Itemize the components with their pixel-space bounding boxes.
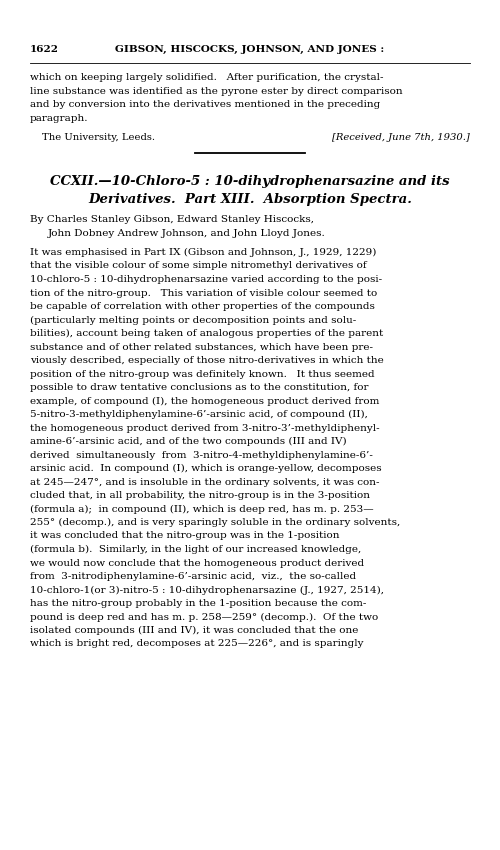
Text: tion of the nitro-group.   This variation of visible colour seemed to: tion of the nitro-group. This variation … [30, 288, 378, 298]
Text: has the nitro-group probably in the 1-position because the com-: has the nitro-group probably in the 1-po… [30, 599, 366, 608]
Text: The University, Leeds.: The University, Leeds. [42, 133, 155, 142]
Text: example, of compound (I), the homogeneous product derived from: example, of compound (I), the homogeneou… [30, 396, 380, 405]
Text: [Received, June 7th, 1930.]: [Received, June 7th, 1930.] [332, 133, 470, 142]
Text: derived  simultaneously  from  3-nitro-4-methyldiphenylamine-6’-: derived simultaneously from 3-nitro-4-me… [30, 450, 373, 460]
Text: 10-chloro-5 : 10-dihydrophenarsazine varied according to the posi-: 10-chloro-5 : 10-dihydrophenarsazine var… [30, 275, 382, 284]
Text: line substance was identified as the pyrone ester by direct comparison: line substance was identified as the pyr… [30, 87, 403, 95]
Text: amine-6’-arsinic acid, and of the two compounds (III and IV): amine-6’-arsinic acid, and of the two co… [30, 437, 346, 446]
Text: be capable of correlation with other properties of the compounds: be capable of correlation with other pro… [30, 302, 375, 311]
Text: from  3-nitrodiphenylamine-6’-arsinic acid,  viz.,  the so-called: from 3-nitrodiphenylamine-6’-arsinic aci… [30, 572, 356, 581]
Text: GIBSON, HISCOCKS, JOHNSON, AND JONES :: GIBSON, HISCOCKS, JOHNSON, AND JONES : [116, 45, 384, 54]
Text: we would now conclude that the homogeneous product derived: we would now conclude that the homogeneo… [30, 558, 364, 568]
Text: paragraph.: paragraph. [30, 114, 88, 122]
Text: isolated compounds (III and IV), it was concluded that the one: isolated compounds (III and IV), it was … [30, 626, 358, 635]
Text: it was concluded that the nitro-group was in the 1-position: it was concluded that the nitro-group wa… [30, 531, 340, 541]
Text: at 245—247°, and is insoluble in the ordinary solvents, it was con-: at 245—247°, and is insoluble in the ord… [30, 478, 380, 486]
Text: that the visible colour of some simple nitromethyl derivatives of: that the visible colour of some simple n… [30, 262, 366, 270]
Text: viously described, especially of those nitro-derivatives in which the: viously described, especially of those n… [30, 356, 384, 365]
Text: (particularly melting points or decomposition points and solu-: (particularly melting points or decompos… [30, 315, 356, 325]
Text: (formula a);  in compound (II), which is deep red, has m. p. 253—: (formula a); in compound (II), which is … [30, 505, 374, 513]
Text: possible to draw tentative conclusions as to the constitution, for: possible to draw tentative conclusions a… [30, 383, 368, 392]
Text: 255° (decomp.), and is very sparingly soluble in the ordinary solvents,: 255° (decomp.), and is very sparingly so… [30, 518, 400, 527]
Text: John Dobney Andrew Johnson, and John Lloyd Jones.: John Dobney Andrew Johnson, and John Llo… [48, 229, 326, 237]
Text: which is bright red, decomposes at 225—226°, and is sparingly: which is bright red, decomposes at 225—2… [30, 639, 364, 649]
Text: CCXII.—10-Chloro-5 : 10-dihydrophenarsazine and its: CCXII.—10-Chloro-5 : 10-dihydrophenarsaz… [50, 175, 450, 188]
Text: bilities), account being taken of analogous properties of the parent: bilities), account being taken of analog… [30, 329, 384, 338]
Text: 5-nitro-3-methyldiphenylamine-6’-arsinic acid, of compound (II),: 5-nitro-3-methyldiphenylamine-6’-arsinic… [30, 410, 368, 419]
Text: which on keeping largely solidified.   After purification, the crystal-: which on keeping largely solidified. Aft… [30, 73, 384, 82]
Text: the homogeneous product derived from 3-nitro-3’-methyldiphenyl-: the homogeneous product derived from 3-n… [30, 423, 380, 433]
Text: pound is deep red and has m. p. 258—259° (decomp.).  Of the two: pound is deep red and has m. p. 258—259°… [30, 613, 379, 621]
Text: cluded that, in all probability, the nitro-group is in the 3-position: cluded that, in all probability, the nit… [30, 491, 370, 500]
Text: substance and of other related substances, which have been pre-: substance and of other related substance… [30, 343, 373, 352]
Text: 1622: 1622 [30, 45, 59, 54]
Text: It was emphasised in Part IX (Gibson and Johnson, J., 1929, 1229): It was emphasised in Part IX (Gibson and… [30, 248, 377, 258]
Text: By Charles Stanley Gibson, Edward Stanley Hiscocks,: By Charles Stanley Gibson, Edward Stanle… [30, 215, 314, 224]
Text: Derivatives.  Part XIII.  Absorption Spectra.: Derivatives. Part XIII. Absorption Spect… [88, 193, 412, 206]
Text: (formula b).  Similarly, in the light of our increased knowledge,: (formula b). Similarly, in the light of … [30, 545, 361, 554]
Text: arsinic acid.  In compound (I), which is orange-yellow, decomposes: arsinic acid. In compound (I), which is … [30, 464, 382, 473]
Text: position of the nitro-group was definitely known.   It thus seemed: position of the nitro-group was definite… [30, 370, 374, 378]
Text: 10-chloro-1(or 3)-nitro-5 : 10-dihydrophenarsazine (J., 1927, 2514),: 10-chloro-1(or 3)-nitro-5 : 10-dihydroph… [30, 586, 384, 595]
Text: and by conversion into the derivatives mentioned in the preceding: and by conversion into the derivatives m… [30, 100, 381, 109]
